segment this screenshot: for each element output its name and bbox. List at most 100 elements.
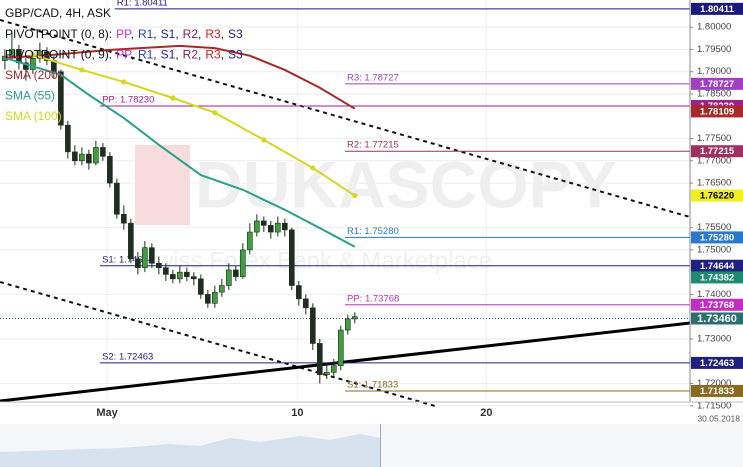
indicator-marker [310, 165, 316, 171]
price-tag-label: 1.76220 [700, 191, 734, 202]
legend-pivot: PIVOTPOINT (0, 9): PP, R1, S1, R2, R3, S3 [5, 48, 243, 62]
indicator-marker [170, 95, 176, 101]
candle-body [163, 267, 169, 275]
pivot-label: PP: 1.78230 [102, 95, 154, 106]
legend-prefix: PIVOTPOINT (0, 9): [5, 48, 112, 62]
indicator-marker [352, 192, 358, 199]
candle-body [338, 329, 344, 367]
y-tick-label: 1.75000 [697, 244, 731, 255]
watermark-text: DUKASCOPY [195, 147, 617, 221]
legend-series[interactable]: SMA (200) [5, 68, 62, 82]
candle-body [86, 153, 92, 164]
candle-body [296, 285, 302, 300]
legend-prefix: PIVOTPOINT (0, 8): [5, 27, 112, 41]
candle-body [233, 269, 239, 277]
candle-body [149, 247, 155, 264]
price-tag-label: 1.78727 [700, 79, 734, 90]
legend-item[interactable]: R2 [183, 27, 199, 41]
price-tag-label: 1.75280 [700, 232, 734, 243]
candle-body [142, 247, 148, 269]
indicator-marker [212, 110, 218, 116]
candle-body [128, 222, 134, 260]
candle-body [191, 276, 197, 280]
pivot-label: R2: 1.77215 [347, 140, 399, 151]
price-tag-label: 1.78109 [700, 106, 734, 117]
candle-body [72, 151, 78, 162]
legend-separator: , [221, 48, 224, 62]
legend-item[interactable]: R1 [138, 48, 154, 62]
legend-item[interactable]: S1 [161, 27, 176, 41]
candle-body [226, 269, 232, 286]
price-tag-label: 1.77215 [700, 146, 735, 157]
legend-separator: , [153, 48, 156, 62]
legend-series[interactable]: SMA (100) [5, 109, 62, 123]
legend-item[interactable]: S3 [228, 27, 243, 41]
candle-body [107, 156, 113, 184]
price-tag [691, 356, 743, 369]
candle-body [254, 220, 260, 233]
x-tick-label: 10 [291, 407, 303, 419]
candle-body [303, 298, 309, 309]
price-tag [691, 384, 743, 397]
price-tag-label: 1.74644 [700, 261, 735, 272]
candle-body [114, 182, 120, 215]
price-tag-label: 1.73460 [697, 313, 737, 325]
candle-body [184, 271, 190, 277]
legend-item[interactable]: S3 [228, 48, 243, 62]
candle-body [310, 307, 316, 344]
pivot-label: S1: 1.74644 [102, 254, 153, 265]
price-tag-label: 1.80411 [700, 4, 735, 15]
y-tick-label: 1.76500 [697, 178, 731, 189]
pivot-label: R1: 1.80411 [117, 0, 168, 8]
navigator-handle[interactable] [380, 424, 381, 467]
candle-body [351, 316, 358, 320]
price-tag-label: 1.74382 [700, 272, 734, 283]
legend-separator: , [131, 27, 134, 41]
legend-item[interactable]: PP [116, 27, 132, 41]
legend-separator: , [131, 48, 134, 62]
legend-item[interactable]: R1 [138, 27, 154, 41]
candle-body [121, 213, 127, 224]
candle-body [79, 153, 85, 162]
pivot-label: S2: 1.72463 [102, 351, 153, 362]
candle-body [289, 229, 295, 286]
candle-body [156, 262, 162, 269]
navigator-area [0, 434, 380, 467]
candle-body [219, 285, 225, 293]
candle-body [198, 278, 204, 295]
indicator-marker [79, 67, 85, 73]
price-tag [691, 77, 743, 90]
candle-body [93, 147, 99, 164]
price-tag-label: 1.71833 [700, 386, 734, 397]
y-tick-label: 1.77500 [697, 133, 731, 144]
x-tick-label: May [96, 407, 118, 419]
legend-item[interactable]: PP [116, 48, 132, 62]
legend-separator: , [221, 27, 224, 41]
price-tag-label: 1.72463 [700, 358, 734, 369]
candle-body [65, 124, 71, 153]
legend-item[interactable]: S1 [161, 48, 176, 62]
x-tick-label: 20 [480, 407, 492, 419]
legend-item[interactable]: R2 [183, 48, 199, 62]
y-tick-label: 1.80000 [697, 22, 731, 33]
legend-item[interactable]: R3 [205, 27, 221, 41]
indicator-line [4, 44, 356, 110]
candle-body [268, 225, 274, 233]
legend-series[interactable]: SMA (55) [5, 89, 55, 103]
legend-separator: , [198, 27, 201, 41]
candle-body [212, 291, 218, 304]
indicator-line [4, 56, 356, 248]
y-tick-label: 1.71500 [697, 400, 731, 411]
legend-pivot: PIVOTPOINT (0, 8): PP, R1, S1, R2, R3, S3 [5, 27, 243, 41]
candle-body [247, 231, 253, 251]
indicator-marker [30, 52, 36, 58]
price-tag-label: 1.73768 [700, 300, 734, 311]
price-tag [691, 105, 743, 118]
y-tick-label: 1.74000 [697, 289, 731, 300]
legend-item[interactable]: R3 [205, 48, 221, 62]
candle-body [100, 147, 106, 157]
candle-body [275, 222, 281, 233]
